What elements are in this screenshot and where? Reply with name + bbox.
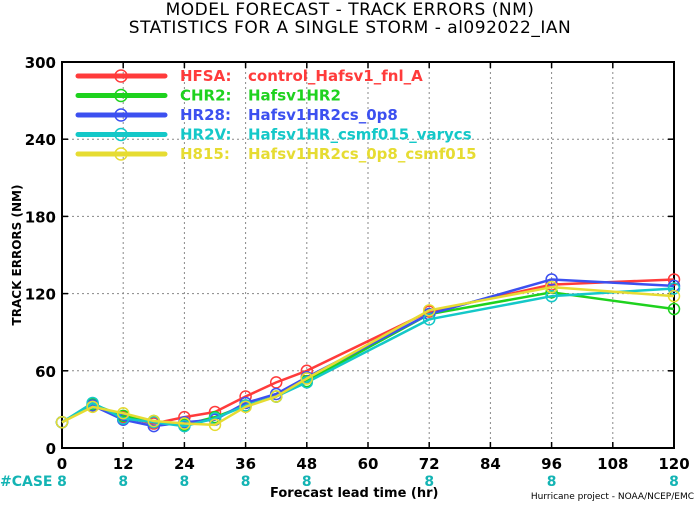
y-tick-label: 120 bbox=[25, 286, 56, 304]
case-row: #CASE 8 8 8 8 8 8 8 8 bbox=[0, 474, 679, 490]
x-tick-label: 36 bbox=[235, 455, 256, 473]
series-layer bbox=[55, 273, 681, 433]
legend-label: Hafsv1HR2cs_0p8 bbox=[248, 106, 398, 124]
case-count: 8 bbox=[57, 474, 67, 490]
legend-tag: HR2V: bbox=[180, 126, 231, 144]
x-axis-label: Forecast lead time (hr) bbox=[270, 486, 439, 501]
legend-tag: H815: bbox=[180, 145, 230, 163]
x-tick-label: 24 bbox=[174, 455, 195, 473]
case-label: #CASE bbox=[0, 474, 53, 490]
legend-label: control_Hafsv1_fnl_A bbox=[248, 67, 423, 85]
data-point bbox=[300, 372, 314, 385]
y-tick-label: 60 bbox=[35, 363, 56, 381]
case-count: 8 bbox=[302, 474, 312, 490]
y-axis-label: TRACK ERRORS (NM) bbox=[10, 185, 24, 326]
case-count: 8 bbox=[669, 474, 679, 490]
legend-marker bbox=[114, 69, 128, 83]
case-count: 8 bbox=[424, 474, 434, 490]
legend-label: Hafsv1HR2 bbox=[248, 87, 341, 105]
legend-item: HFSA: control_Hafsv1_fnl_A bbox=[75, 67, 423, 85]
data-point bbox=[239, 400, 252, 414]
x-tick-label: 108 bbox=[597, 455, 628, 473]
data-point bbox=[545, 289, 558, 303]
data-point bbox=[86, 396, 99, 410]
y-tick-label: 0 bbox=[46, 440, 56, 458]
legend-item: CHR2: Hafsv1HR2 bbox=[75, 87, 341, 105]
data-point bbox=[545, 273, 558, 286]
legend-tag: HFSA: bbox=[180, 67, 232, 85]
data-point bbox=[269, 390, 283, 403]
data-point bbox=[545, 280, 558, 294]
credit-text: Hurricane project - NOAA/NCEP/EMC bbox=[530, 492, 694, 502]
legend-marker bbox=[114, 88, 128, 103]
data-point bbox=[86, 400, 99, 414]
data-point bbox=[667, 289, 681, 303]
legend-item: H815: Hafsv1HR2cs_0p8_csmf015 bbox=[75, 145, 477, 163]
x-tick-label: 0 bbox=[57, 455, 67, 473]
legend-marker bbox=[114, 127, 128, 142]
data-point bbox=[208, 418, 222, 432]
series-4 bbox=[55, 280, 681, 432]
x-tick-label: 60 bbox=[358, 455, 379, 473]
data-point bbox=[178, 417, 191, 430]
axis-ticks: 0 12 24 36 48 60 72 84 96 108 120 0 60 120 180 240 300 bbox=[25, 54, 690, 473]
x-tick-label: 12 bbox=[113, 455, 134, 473]
case-count: 8 bbox=[547, 474, 557, 490]
case-count: 8 bbox=[118, 474, 128, 490]
chart-title-line2: STATISTICS FOR A SINGLE STORM - al092022… bbox=[128, 18, 572, 38]
legend-marker bbox=[114, 108, 128, 122]
x-tick-label: 84 bbox=[480, 455, 501, 473]
legend-tag: CHR2: bbox=[180, 87, 232, 105]
case-count: 8 bbox=[180, 474, 190, 490]
legend-marker bbox=[114, 147, 128, 161]
legend-label: Hafsv1HR_csmf015_varycs bbox=[248, 126, 472, 144]
x-tick-label: 48 bbox=[296, 455, 317, 473]
chart-title-line1: MODEL FORECAST - TRACK ERRORS (NM) bbox=[165, 0, 535, 20]
data-point bbox=[667, 302, 681, 316]
data-point bbox=[667, 282, 681, 295]
data-point bbox=[422, 313, 436, 326]
data-point bbox=[422, 304, 436, 317]
x-tick-label: 96 bbox=[541, 455, 562, 473]
case-count: 8 bbox=[241, 474, 251, 490]
legend-item: HR2V: Hafsv1HR_csmf015_varycs bbox=[75, 126, 472, 144]
y-tick-label: 240 bbox=[25, 131, 56, 149]
x-tick-label: 120 bbox=[658, 455, 689, 473]
legend-item: HR28: Hafsv1HR2cs_0p8 bbox=[75, 106, 398, 124]
x-tick-label: 72 bbox=[419, 455, 440, 473]
data-point bbox=[116, 407, 130, 420]
data-point bbox=[147, 414, 161, 428]
legend-tag: HR28: bbox=[180, 106, 231, 124]
y-tick-label: 180 bbox=[25, 208, 56, 226]
y-tick-label: 300 bbox=[25, 54, 56, 72]
legend-label: Hafsv1HR2cs_0p8_csmf015 bbox=[248, 145, 477, 163]
data-point bbox=[55, 416, 69, 429]
